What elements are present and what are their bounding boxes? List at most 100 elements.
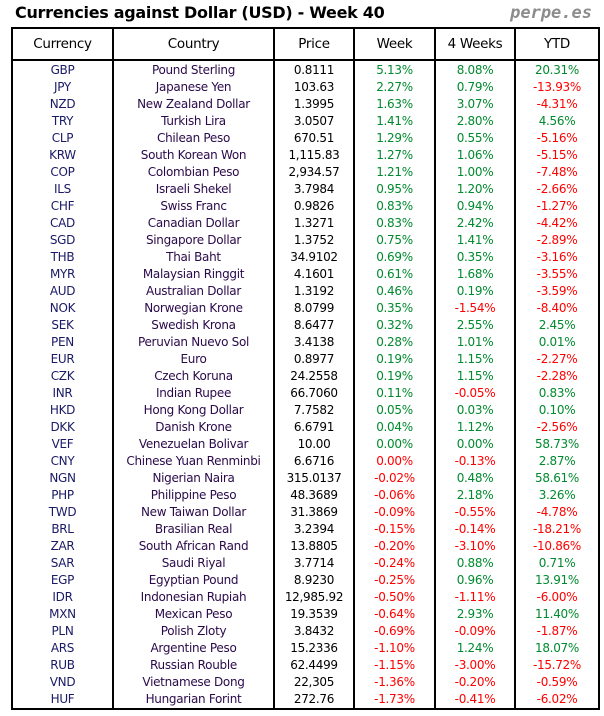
column-header-currency[interactable]: Currency xyxy=(11,27,114,61)
currency-code-cell: PHP xyxy=(11,487,114,504)
country-cell: Peruvian Nuevo Sol xyxy=(112,334,275,351)
ytd-change-cell: -3.16% xyxy=(514,249,600,266)
four-week-change-cell: 2.18% xyxy=(434,487,516,504)
week-change-cell: 0.75% xyxy=(353,232,436,249)
price-cell: 272.76 xyxy=(273,691,355,709)
currency-code-cell: JPY xyxy=(11,79,114,96)
currency-code-cell: NGN xyxy=(11,470,114,487)
week-change-cell: -1.10% xyxy=(353,640,436,657)
ytd-change-cell: -2.66% xyxy=(514,181,600,198)
price-cell: 10.00 xyxy=(273,436,355,453)
country-cell: Euro xyxy=(112,351,275,368)
four-week-change-cell: 0.35% xyxy=(434,249,516,266)
country-cell: Chinese Yuan Renminbi xyxy=(112,453,275,470)
week-change-cell: -0.50% xyxy=(353,589,436,606)
price-cell: 4.1601 xyxy=(273,266,355,283)
week-change-cell: 0.19% xyxy=(353,351,436,368)
currency-code-cell: CHF xyxy=(11,198,114,215)
table-row: COP Colombian Peso 2,934.57 1.21% 1.00% -7.48… xyxy=(11,164,600,181)
ytd-change-cell: -6.00% xyxy=(514,589,600,606)
country-cell: Swedish Krona xyxy=(112,317,275,334)
column-header-ytd[interactable]: YTD xyxy=(514,27,600,61)
currency-code-cell: CZK xyxy=(11,368,114,385)
table-row: RUB Russian Rouble 62.4499 -1.15% -3.00% -15.… xyxy=(11,657,600,674)
country-cell: Israeli Shekel xyxy=(112,181,275,198)
table-row: CAD Canadian Dollar 1.3271 0.83% 2.42% -4.42% xyxy=(11,215,600,232)
price-cell: 19.3539 xyxy=(273,606,355,623)
column-header-country[interactable]: Country xyxy=(112,27,275,61)
week-change-cell: -0.09% xyxy=(353,504,436,521)
brand-logo: perpe.es xyxy=(510,3,592,23)
week-change-cell: 0.83% xyxy=(353,215,436,232)
week-change-cell: -0.69% xyxy=(353,623,436,640)
ytd-change-cell: 2.45% xyxy=(514,317,600,334)
price-cell: 24.2558 xyxy=(273,368,355,385)
column-header-4-weeks[interactable]: 4 Weeks xyxy=(434,27,516,61)
four-week-change-cell: 3.07% xyxy=(434,96,516,113)
week-change-cell: -0.15% xyxy=(353,521,436,538)
page-title: Currencies against Dollar (USD) - Week 4… xyxy=(15,3,385,22)
currency-code-cell: SGD xyxy=(11,232,114,249)
country-cell: Chilean Peso xyxy=(112,130,275,147)
country-cell: Norwegian Krone xyxy=(112,300,275,317)
four-week-change-cell: -3.10% xyxy=(434,538,516,555)
four-week-change-cell: 0.19% xyxy=(434,283,516,300)
price-cell: 8.0799 xyxy=(273,300,355,317)
column-header-price[interactable]: Price xyxy=(273,27,355,61)
four-week-change-cell: -1.11% xyxy=(434,589,516,606)
ytd-change-cell: 11.40% xyxy=(514,606,600,623)
currency-code-cell: MYR xyxy=(11,266,114,283)
table-row: GBP Pound Sterling 0.8111 5.13% 8.08% 20.31% xyxy=(11,60,600,79)
price-cell: 3.2394 xyxy=(273,521,355,538)
country-cell: Canadian Dollar xyxy=(112,215,275,232)
price-cell: 22,305 xyxy=(273,674,355,691)
currency-code-cell: BRL xyxy=(11,521,114,538)
week-change-cell: -0.02% xyxy=(353,470,436,487)
ytd-change-cell: -8.40% xyxy=(514,300,600,317)
price-cell: 3.8432 xyxy=(273,623,355,640)
week-change-cell: 0.69% xyxy=(353,249,436,266)
ytd-change-cell: -1.27% xyxy=(514,198,600,215)
price-cell: 66.7060 xyxy=(273,385,355,402)
ytd-change-cell: -7.48% xyxy=(514,164,600,181)
table-row: PEN Peruvian Nuevo Sol 3.4138 0.28% 1.01% 0.0… xyxy=(11,334,600,351)
four-week-change-cell: 2.93% xyxy=(434,606,516,623)
table-row: JPY Japanese Yen 103.63 2.27% 0.79% -13.93% xyxy=(11,79,600,96)
currency-code-cell: TRY xyxy=(11,113,114,130)
ytd-change-cell: -5.16% xyxy=(514,130,600,147)
four-week-change-cell: 2.55% xyxy=(434,317,516,334)
country-cell: Japanese Yen xyxy=(112,79,275,96)
price-cell: 3.7714 xyxy=(273,555,355,572)
four-week-change-cell: 1.24% xyxy=(434,640,516,657)
four-week-change-cell: 1.12% xyxy=(434,419,516,436)
ytd-change-cell: 0.71% xyxy=(514,555,600,572)
currency-code-cell: HUF xyxy=(11,691,114,709)
week-change-cell: -0.06% xyxy=(353,487,436,504)
table-row: NGN Nigerian Naira 315.0137 -0.02% 0.48% 58.6… xyxy=(11,470,600,487)
week-change-cell: 1.21% xyxy=(353,164,436,181)
ytd-change-cell: 58.61% xyxy=(514,470,600,487)
price-cell: 1.3271 xyxy=(273,215,355,232)
country-cell: Colombian Peso xyxy=(112,164,275,181)
currency-code-cell: PEN xyxy=(11,334,114,351)
country-cell: Argentine Peso xyxy=(112,640,275,657)
week-change-cell: -0.25% xyxy=(353,572,436,589)
week-change-cell: 0.32% xyxy=(353,317,436,334)
country-cell: Mexican Peso xyxy=(112,606,275,623)
ytd-change-cell: 2.87% xyxy=(514,453,600,470)
ytd-change-cell: -1.87% xyxy=(514,623,600,640)
ytd-change-cell: 20.31% xyxy=(514,60,600,79)
week-change-cell: 0.28% xyxy=(353,334,436,351)
price-cell: 6.6791 xyxy=(273,419,355,436)
week-change-cell: 0.11% xyxy=(353,385,436,402)
column-header-week[interactable]: Week xyxy=(353,27,436,61)
country-cell: Australian Dollar xyxy=(112,283,275,300)
four-week-change-cell: -1.54% xyxy=(434,300,516,317)
currency-table: Currency Country Price Week 4 Weeks YTD … xyxy=(11,27,600,710)
currency-code-cell: CLP xyxy=(11,130,114,147)
four-week-change-cell: 1.68% xyxy=(434,266,516,283)
currency-code-cell: ZAR xyxy=(11,538,114,555)
four-week-change-cell: 0.55% xyxy=(434,130,516,147)
currency-code-cell: COP xyxy=(11,164,114,181)
currency-code-cell: ILS xyxy=(11,181,114,198)
